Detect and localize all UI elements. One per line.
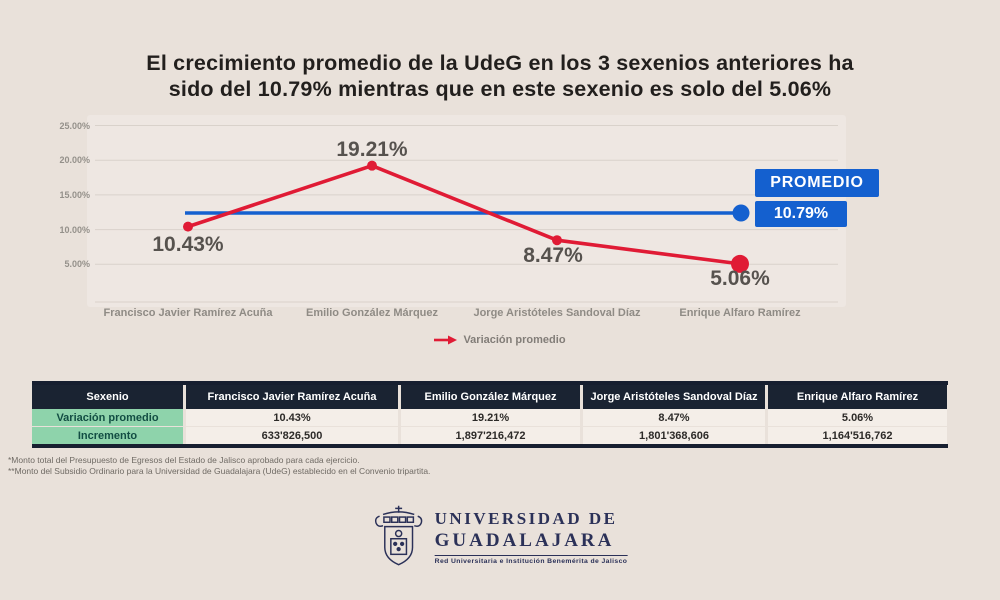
udeg-coat-of-arms-icon: [374, 505, 423, 566]
footnote-1: *Monto total del Presupuesto de Egresos …: [8, 455, 360, 465]
point-value-label: 19.21%: [336, 138, 408, 161]
table-cell-value: 5.06%: [768, 409, 947, 426]
point-value-label: 10.43%: [152, 233, 224, 256]
summary-table: Sexenio Francisco Javier Ramírez Acuña Emi…: [32, 381, 948, 448]
logo-tagline: Red Universitaria e Institución Beneméri…: [434, 558, 628, 565]
chart-legend: Variación promedio: [0, 334, 1000, 346]
title-line-2: sido del 10.79% mientras que en este sex…: [168, 77, 832, 101]
x-category-label: Francisco Javier Ramírez Acuña: [103, 307, 273, 319]
point-value-label: 5.06%: [710, 267, 770, 290]
table-row-label: Incremento: [32, 427, 183, 444]
footnotes: *Monto total del Presupuesto de Egresos …: [8, 455, 430, 477]
y-tick-label: 20.00%: [59, 155, 90, 166]
table-cell-value: 633'826,500: [186, 427, 398, 444]
x-category-label: Jorge Aristóteles Sandoval Díaz: [473, 307, 641, 319]
plot-area: [87, 115, 846, 307]
table-header-cell: Enrique Alfaro Ramírez: [768, 385, 947, 409]
y-tick-label: 10.00%: [59, 224, 90, 235]
x-category-label: Enrique Alfaro Ramírez: [679, 307, 801, 319]
table-cell-value: 19.21%: [401, 409, 580, 426]
table-header-cell: Sexenio: [32, 385, 183, 409]
y-tick-label: 15.00%: [59, 189, 90, 200]
table-header-cell: Emilio González Márquez: [401, 385, 580, 409]
promedio-callout-value: 10.79%: [755, 201, 847, 227]
x-category-label: Emilio González Márquez: [305, 307, 439, 319]
udeg-logo: UNIVERSIDAD DE GUADALAJARA Red Universit…: [373, 504, 628, 570]
table-row: Incremento 633'826,500 1,897'216,472 1,801'…: [32, 427, 948, 444]
table-cell-value: 10.43%: [186, 409, 398, 426]
udeg-logo-text: UNIVERSIDAD DE GUADALAJARA Red Universit…: [434, 509, 628, 565]
data-point-dot: [731, 254, 749, 273]
data-point-dot: [552, 235, 562, 246]
title-line-1: El crecimiento promedio de la UdeG en lo…: [146, 51, 854, 75]
data-point-dot: [367, 160, 377, 171]
y-tick-label: 25.00%: [59, 120, 90, 131]
logo-name-line-2: GUADALAJARA: [434, 530, 615, 551]
table-cell-value: 1,164'516,762: [768, 427, 947, 444]
average-line-end-dot: [732, 204, 750, 222]
data-point-dot: [183, 221, 193, 232]
variacion-promedio-line: [187, 163, 741, 266]
table-cell-value: 1,801'368,606: [583, 427, 765, 444]
table-header-cell: Jorge Aristóteles Sandoval Díaz: [583, 385, 765, 409]
table-header-row: Sexenio Francisco Javier Ramírez Acuña Emi…: [32, 385, 948, 409]
legend-label: Variación promedio: [463, 334, 566, 346]
footnote-2: **Monto del Subsidio Ordinario para la U…: [8, 466, 431, 476]
point-value-label: 8.47%: [523, 244, 583, 267]
table-cell-value: 1,897'216,472: [401, 427, 580, 444]
legend-line-arrow-icon: [434, 335, 458, 345]
table-row: Variación promedio 10.43% 19.21% 8.47% 5.06%: [32, 409, 948, 426]
promedio-callout-label: PROMEDIO: [755, 169, 879, 197]
logo-divider: [434, 555, 628, 556]
table-body: Variación promedio 10.43% 19.21% 8.47% 5.06%…: [32, 409, 948, 444]
logo-name-line-1: UNIVERSIDAD DE: [434, 509, 618, 528]
page-title: El crecimiento promedio de la UdeG en lo…: [50, 50, 950, 102]
table-row-label: Variación promedio: [32, 409, 183, 426]
y-tick-label: 5.00%: [64, 259, 90, 270]
table-header-cell: Francisco Javier Ramírez Acuña: [186, 385, 398, 409]
table-cell-value: 8.47%: [583, 409, 765, 426]
